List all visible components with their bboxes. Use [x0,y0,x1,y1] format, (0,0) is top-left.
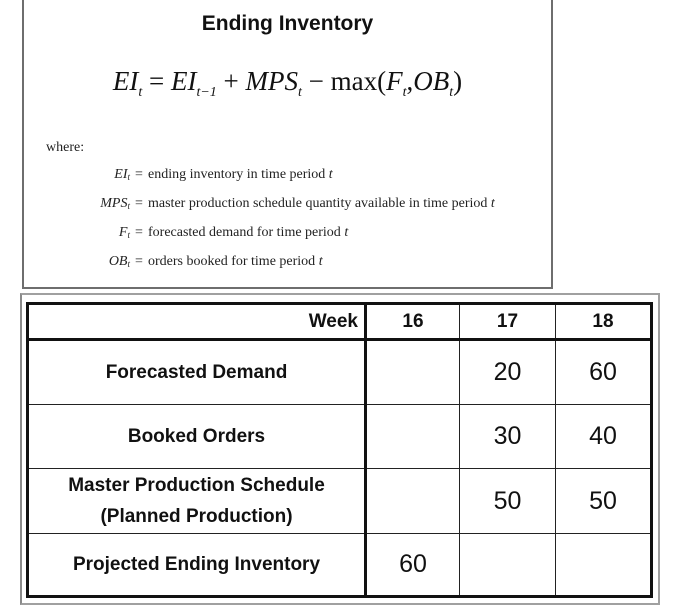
cell-week-18: 50 [555,468,652,534]
cell-week-17: 30 [459,404,556,469]
cell-week-18: 40 [555,404,652,469]
table-header-row: Week 16 17 18 [27,303,652,341]
week-header: Week [27,303,367,341]
row-label: Forecasted Demand [27,339,367,405]
cell-week-17: 20 [459,339,556,405]
mps-table: Week 16 17 18 Forecasted Demand 20 60 Bo… [26,302,653,598]
cell-week-16 [365,404,460,469]
cell-week-16 [365,468,460,534]
week-16-header: 16 [365,303,460,341]
ending-inventory-equation: EIt = EIt−1 + MPSt − max(Ft,OBt) [112,66,463,100]
table-row-forecasted-demand: Forecasted Demand 20 60 [27,339,652,405]
cell-week-17 [459,533,556,597]
cell-week-18: 60 [555,339,652,405]
definition-ei: EIt = ending inventory in time period t [114,166,333,182]
definitions-list: EIt = ending inventory in time period t … [46,160,495,276]
mps-table-frame: Week 16 17 18 Forecasted Demand 20 60 Bo… [20,293,660,605]
formula-title: Ending Inventory [201,12,374,35]
row-label: Projected Ending Inventory [27,533,367,597]
week-17-header: 17 [459,303,556,341]
definition-ob: OBt = orders booked for time period t [108,253,323,269]
formula-box: Ending Inventory EIt = EIt−1 + MPSt − ma… [22,0,553,289]
row-label: Booked Orders [27,404,367,469]
row-label: Master Production Schedule (Planned Prod… [27,468,367,534]
week-18-header: 18 [555,303,652,341]
cell-week-17: 50 [459,468,556,534]
table-row-projected-ending-inventory: Projected Ending Inventory 60 [27,533,652,597]
definition-mps: MPSt = master production schedule quanti… [100,195,495,211]
definition-f: Ft = forecasted demand for time period t [118,224,349,240]
table-row-booked-orders: Booked Orders 30 40 [27,404,652,469]
cell-week-18 [555,533,652,597]
where-label: where: [46,140,85,155]
cell-week-16: 60 [365,533,460,597]
cell-week-16 [365,339,460,405]
table-row-master-production-schedule: Master Production Schedule (Planned Prod… [27,468,652,534]
